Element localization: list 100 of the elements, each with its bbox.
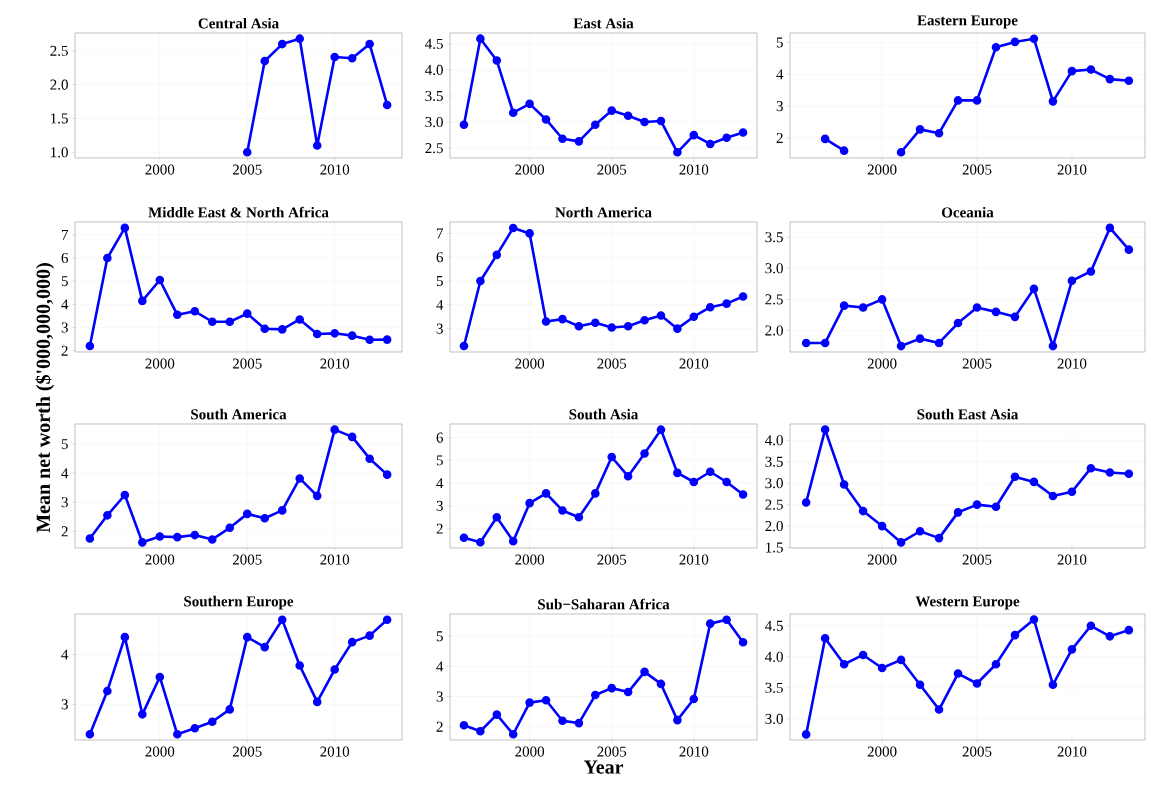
- chart-title: South America: [191, 408, 287, 420]
- point: [896, 341, 906, 351]
- point: [207, 317, 217, 327]
- point: [365, 454, 374, 463]
- point: [525, 229, 534, 238]
- point: [103, 686, 112, 696]
- point: [991, 502, 1001, 512]
- y-tick-label: 6: [436, 432, 444, 443]
- point: [689, 312, 699, 322]
- point: [738, 292, 748, 301]
- point: [607, 323, 617, 332]
- point: [1010, 37, 1020, 47]
- x-tick-label: 2010: [679, 164, 709, 175]
- point: [312, 141, 322, 150]
- point: [1124, 245, 1134, 254]
- point: [591, 690, 600, 700]
- point: [607, 683, 617, 693]
- point: [915, 334, 925, 343]
- y-tick-label: 3.0: [765, 478, 783, 489]
- point: [138, 538, 147, 547]
- point: [934, 533, 944, 543]
- point: [934, 338, 944, 348]
- point: [277, 506, 287, 515]
- point: [277, 615, 287, 625]
- point: [295, 661, 305, 670]
- point: [459, 720, 469, 730]
- y-tick-label: 3: [61, 699, 68, 710]
- x-tick-label: 2005: [597, 746, 627, 757]
- point: [85, 341, 95, 351]
- y-tick-label: 2: [61, 345, 68, 356]
- chart-title: Oceania: [942, 206, 994, 218]
- point: [155, 672, 165, 682]
- point: [972, 96, 982, 105]
- x-tick-label: 2005: [232, 358, 262, 369]
- x-tick-label: 2000: [867, 164, 897, 175]
- point: [295, 315, 305, 324]
- point: [525, 498, 534, 508]
- point: [1010, 312, 1020, 322]
- chart-title: Central Asia: [198, 17, 279, 29]
- point: [673, 324, 682, 333]
- point: [722, 299, 731, 308]
- point: [991, 43, 1001, 52]
- point: [1086, 621, 1096, 631]
- point: [260, 642, 270, 652]
- point: [656, 679, 666, 689]
- point: [738, 490, 748, 499]
- y-axis-title: Mean net worth ($'000,000,000): [35, 263, 55, 533]
- point: [190, 307, 200, 316]
- point: [953, 318, 963, 328]
- point: [347, 637, 357, 647]
- point: [155, 532, 165, 541]
- chart-title: Eastern Europe: [917, 15, 1018, 29]
- point: [120, 632, 130, 642]
- point: [277, 325, 287, 334]
- point: [330, 665, 339, 674]
- y-tick-label: 4.5: [425, 38, 443, 49]
- point: [656, 311, 666, 320]
- point: [1010, 630, 1020, 640]
- y-tick-label: 2: [436, 721, 443, 732]
- point: [558, 716, 567, 725]
- point: [382, 100, 392, 110]
- point: [705, 619, 715, 628]
- y-tick-label: 2.0: [50, 79, 68, 90]
- point: [1010, 472, 1020, 482]
- chart-title: North America: [555, 206, 652, 218]
- y-tick-label: 4: [436, 661, 444, 672]
- point: [640, 667, 649, 677]
- point: [656, 116, 666, 126]
- point: [574, 321, 584, 331]
- point: [1029, 284, 1039, 294]
- point: [382, 615, 392, 625]
- point: [896, 655, 906, 665]
- point: [820, 134, 830, 144]
- x-tick-label: 2000: [515, 746, 545, 757]
- point: [839, 659, 849, 669]
- x-tick-label: 2010: [1057, 358, 1087, 369]
- x-tick-label: 2010: [320, 358, 350, 369]
- y-tick-label: 5: [61, 276, 68, 287]
- x-tick-label: 2000: [867, 554, 897, 565]
- point: [260, 324, 270, 333]
- point: [476, 34, 485, 43]
- point: [722, 133, 731, 143]
- x-tick-label: 2010: [320, 746, 350, 757]
- point: [934, 705, 944, 714]
- chart-title: Sub−Saharan Africa: [538, 598, 670, 610]
- y-tick-label: 5: [436, 631, 443, 642]
- point: [103, 253, 112, 263]
- point: [476, 726, 485, 736]
- point: [640, 117, 649, 127]
- y-tick-label: 3.0: [765, 263, 783, 274]
- point: [207, 535, 217, 544]
- point: [623, 111, 633, 121]
- y-tick-label: 3.5: [765, 456, 783, 467]
- point: [476, 276, 485, 286]
- x-tick-label: 2005: [597, 358, 627, 369]
- point: [1124, 76, 1134, 85]
- x-tick-label: 2010: [679, 554, 709, 565]
- point: [155, 275, 165, 285]
- y-tick-label: 1.0: [51, 147, 68, 158]
- point: [242, 148, 252, 157]
